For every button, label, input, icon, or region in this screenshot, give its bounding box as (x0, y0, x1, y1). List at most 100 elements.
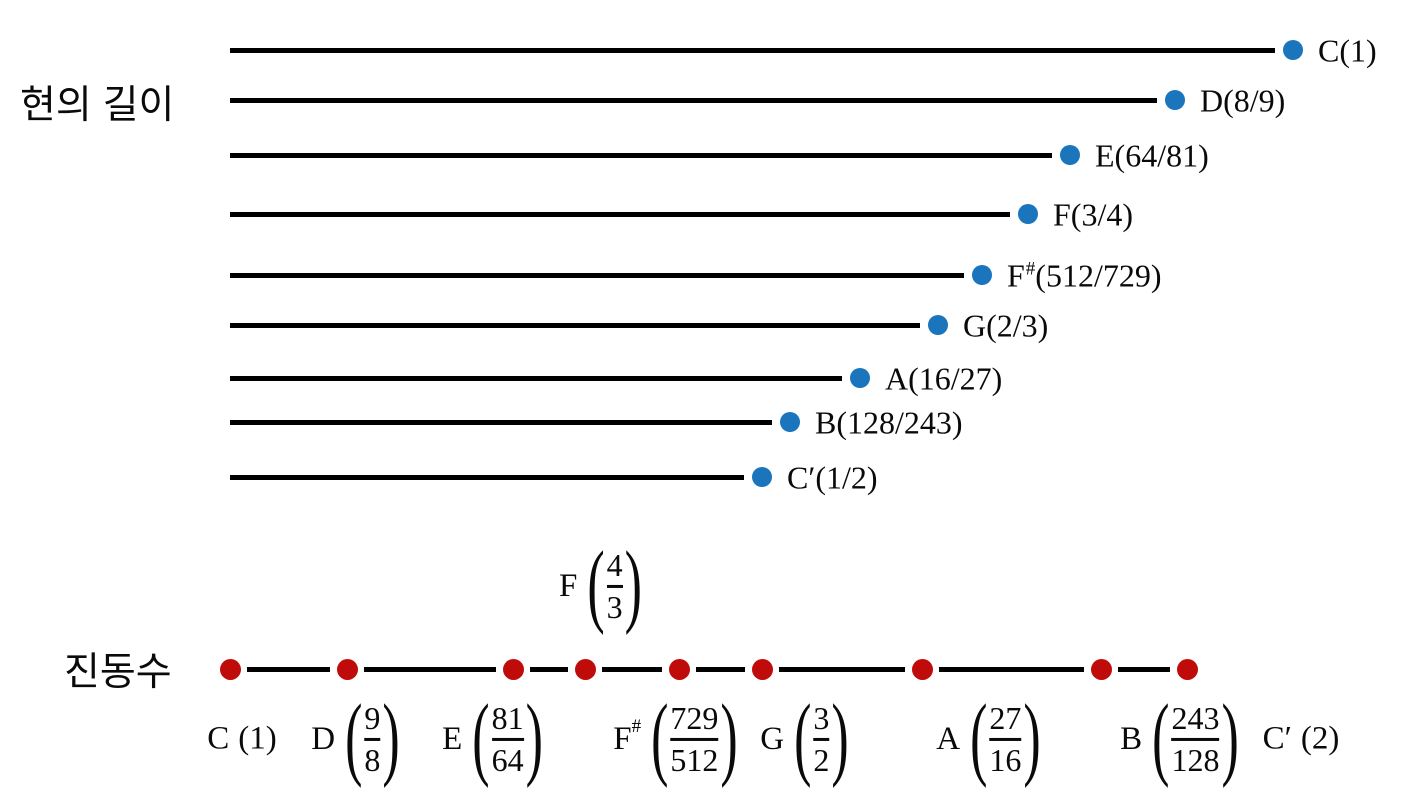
freq-fraction-bar-d (364, 737, 381, 741)
freq-fraction-bar-a (989, 737, 1022, 741)
string-ratio-a: (16/27) (908, 360, 1003, 397)
string-endpoint-dot-d (1165, 90, 1185, 110)
string-line-e (230, 153, 1052, 158)
string-note-c: C (1318, 32, 1340, 69)
freq-axis-segment-c-d (247, 667, 330, 672)
string-label-f: F(3/4) (1053, 197, 1133, 234)
freq-label-g: G(3 2) (760, 687, 850, 790)
string-ratio-e: (64/81) (1114, 137, 1209, 174)
freq-note-b: B (1120, 720, 1143, 757)
freq-denominator-a: 16 (989, 741, 1022, 778)
string-line-b (230, 420, 772, 425)
string-endpoint-dot-f-sharp (972, 265, 992, 285)
string-line-a (230, 376, 842, 381)
string-ratio-b: (128/243) (836, 404, 963, 441)
freq-denominator-f-sharp: 512 (670, 741, 719, 778)
string-endpoint-dot-a (850, 368, 870, 388)
string-endpoint-dot-e (1060, 145, 1080, 165)
freq-note-g: G (760, 720, 785, 757)
freq-open-paren-g: ( (794, 687, 812, 790)
freq-label-c-prime: C′ (2) (1263, 721, 1340, 758)
freq-numerator-b: 243 (1171, 699, 1220, 736)
freq-numerator-a: 27 (989, 699, 1022, 736)
freq-ratio-c: (1) (238, 720, 277, 757)
frequency-section-label: 진동수 (64, 651, 172, 694)
string-line-d (230, 98, 1157, 103)
freq-note-f-sharp: F (613, 720, 632, 757)
string-line-f-sharp (230, 273, 964, 278)
freq-label-a: A(27 16) (936, 687, 1042, 790)
freq-axis-segment-g-a (779, 667, 905, 672)
freq-label-e: E(81 64) (442, 687, 544, 790)
freq-dot-d (336, 658, 358, 680)
freq-dot-c (219, 658, 241, 680)
freq-numerator-f-sharp: 729 (670, 699, 719, 736)
freq-label-c: C (1) (207, 721, 277, 758)
string-label-g: G(2/3) (963, 308, 1048, 345)
freq-axis-segment-f-f-sharp (602, 667, 662, 672)
string-label-f-sharp: F#(512/729) (1007, 258, 1162, 295)
freq-note-e: E (442, 720, 463, 757)
freq-label-d: D(9 8) (311, 692, 401, 785)
freq-numerator-g: 3 (813, 699, 830, 736)
freq-fraction-bar-g (813, 737, 830, 741)
string-line-c-prime (230, 475, 744, 480)
freq-fraction-f-sharp: 729 512 (670, 699, 719, 778)
string-label-a: A(16/27) (885, 361, 1002, 398)
freq-label-f: F(4 3) (558, 534, 643, 637)
freq-open-paren-e: ( (472, 687, 490, 790)
freq-fraction-bar-b (1171, 737, 1220, 741)
freq-note-f: F (558, 567, 578, 604)
freq-close-paren-g: ) (831, 687, 849, 790)
freq-open-paren-b: ( (1152, 687, 1170, 790)
freq-note-c: C (207, 720, 230, 757)
string-note-d: D (1200, 82, 1224, 119)
string-sharp-sign-f-sharp: # (1025, 258, 1036, 280)
freq-dot-f-sharp (668, 658, 690, 680)
string-note-g: G (963, 307, 987, 344)
freq-close-paren-f-sharp: ) (720, 687, 738, 790)
freq-close-paren-e: ) (525, 687, 543, 790)
freq-dot-c-prime (1176, 658, 1198, 680)
string-endpoint-dot-c (1283, 40, 1303, 60)
freq-sharp-sign-f-sharp: # (631, 716, 642, 737)
freq-denominator-d: 8 (364, 741, 381, 778)
freq-denominator-e: 64 (491, 741, 524, 778)
freq-label-f-sharp: F #(729 512) (613, 687, 739, 790)
string-ratio-c: (1) (1339, 32, 1377, 69)
freq-numerator-d: 9 (364, 699, 381, 736)
freq-dot-f (574, 658, 596, 680)
freq-axis-segment-e-f (530, 667, 568, 672)
freq-fraction-b: 243 128 (1171, 699, 1220, 778)
freq-denominator-f: 3 (606, 588, 623, 625)
string-label-d: D(8/9) (1200, 83, 1285, 120)
freq-close-paren-a: ) (1023, 687, 1041, 790)
freq-fraction-bar-f-sharp (670, 737, 719, 741)
freq-fraction-a: 27 16 (989, 699, 1022, 778)
string-ratio-g: (2/3) (986, 307, 1049, 344)
string-ratio-f: (3/4) (1070, 196, 1133, 233)
freq-dot-a (911, 658, 933, 680)
string-label-c: C(1) (1318, 33, 1377, 70)
freq-close-paren-f: ) (624, 534, 643, 637)
string-ratio-f-sharp: (512/729) (1035, 257, 1162, 294)
freq-close-paren-b: ) (1221, 687, 1239, 790)
freq-note-a: A (936, 720, 961, 757)
string-label-c-prime: C′(1/2) (787, 460, 878, 497)
freq-axis-segment-d-e (364, 667, 496, 672)
freq-dot-e (502, 658, 524, 680)
string-endpoint-dot-g (928, 315, 948, 335)
freq-label-b: B(243 128) (1120, 687, 1240, 790)
string-ratio-c-prime: (1/2) (815, 459, 878, 496)
string-endpoint-dot-f (1018, 204, 1038, 224)
freq-denominator-b: 128 (1171, 741, 1220, 778)
freq-fraction-bar-f (606, 584, 623, 588)
freq-open-paren-f-sharp: ( (651, 687, 669, 790)
freq-numerator-e: 81 (491, 699, 524, 736)
freq-note-c-prime: C′ (1262, 720, 1292, 757)
freq-denominator-g: 2 (813, 741, 830, 778)
string-note-e: E (1095, 137, 1115, 174)
freq-dot-b (1090, 658, 1112, 680)
